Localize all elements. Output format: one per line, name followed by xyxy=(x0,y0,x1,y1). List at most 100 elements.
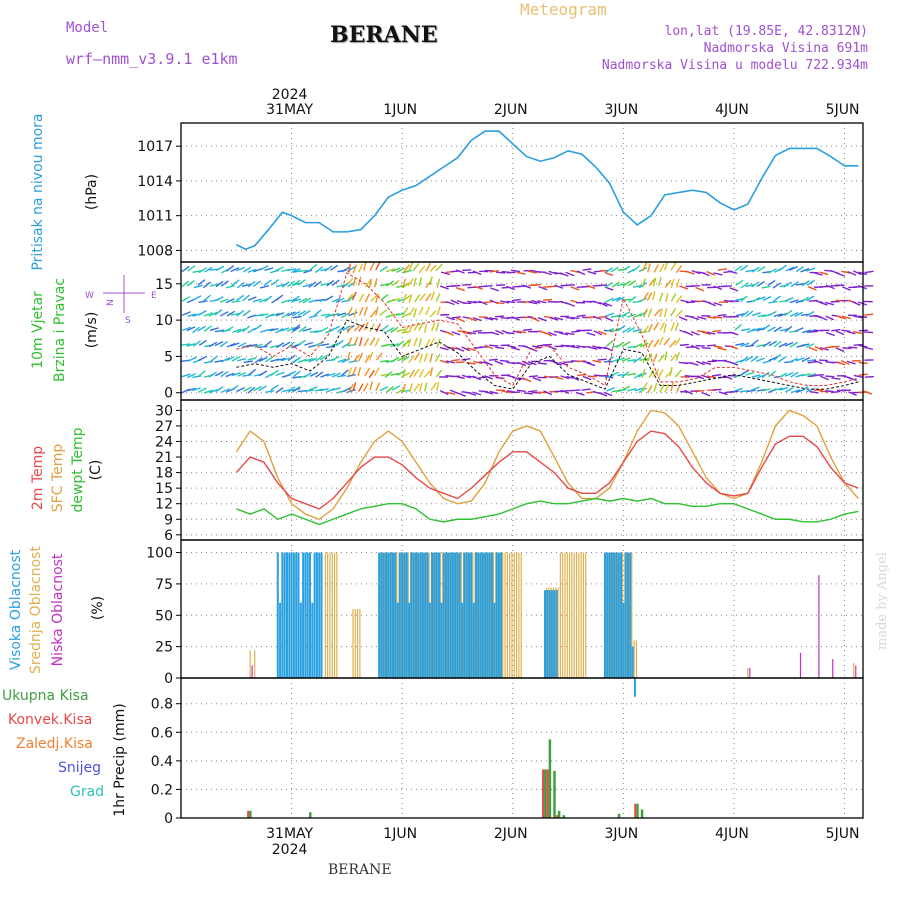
wind-arrow xyxy=(352,382,357,392)
wind-arrow xyxy=(517,330,527,334)
wind-arrow xyxy=(808,330,818,333)
wind-arrow xyxy=(729,331,739,336)
wind-arrow xyxy=(615,357,625,362)
wind-arrow xyxy=(302,327,312,332)
wind-arrow xyxy=(814,345,824,351)
precip-total-bar xyxy=(309,812,312,818)
wind-arrow xyxy=(236,281,245,289)
wind-arrow xyxy=(408,261,414,271)
wind-arrow xyxy=(659,384,665,393)
wind-arrow xyxy=(489,270,499,273)
wind-arrow xyxy=(841,315,851,320)
wind-arrow xyxy=(565,344,576,348)
wind-arrow xyxy=(679,343,689,347)
wind-arrow xyxy=(269,344,279,349)
wind-arrow xyxy=(291,298,301,303)
wind-arrow xyxy=(192,326,200,334)
wind-arrow xyxy=(419,353,423,364)
wind-arrow xyxy=(778,312,788,318)
wind-arrow xyxy=(225,326,234,332)
wind-arrow xyxy=(315,355,324,362)
wind-arrow xyxy=(423,352,429,362)
wind-arrow xyxy=(751,374,761,378)
wind-arrow xyxy=(576,314,586,318)
wind-arrow xyxy=(684,389,693,395)
y-tick-label: 0.2 xyxy=(151,782,173,798)
wind-arrow xyxy=(794,327,804,333)
wind-arrow xyxy=(612,389,622,393)
wind-arrow xyxy=(659,292,664,302)
wind-arrow xyxy=(449,389,459,395)
wind-arrow xyxy=(353,336,359,346)
wind-arrow xyxy=(717,268,727,271)
wind-arrow xyxy=(592,345,602,350)
wind-arrow xyxy=(402,368,406,379)
wind-arrow xyxy=(396,267,405,273)
wind-arrow xyxy=(489,344,499,347)
wind-arrow xyxy=(364,367,371,377)
wind-arrow xyxy=(756,280,765,287)
wind-arrow xyxy=(768,340,778,347)
wind-arrow xyxy=(603,302,613,307)
wind-arrow xyxy=(691,269,701,275)
wind-arrow xyxy=(391,267,401,272)
wind-arrow xyxy=(543,298,553,301)
wind-arrow xyxy=(706,344,716,347)
wind-arrow xyxy=(450,299,460,305)
wind-arrow xyxy=(713,345,723,349)
wind-arrow xyxy=(402,293,407,303)
wind-arrow xyxy=(252,280,262,287)
wind-arrow xyxy=(455,347,465,352)
wind-arrow xyxy=(610,266,619,273)
t2m-line xyxy=(235,430,859,510)
wind-arrow xyxy=(700,271,710,277)
wind-arrow xyxy=(375,352,383,361)
wind-arrow xyxy=(831,390,841,394)
wind-arrow xyxy=(542,343,552,346)
wind-arrow xyxy=(632,284,643,288)
wind-arrow xyxy=(750,339,759,347)
wind-arrow xyxy=(198,339,207,346)
wind-arrow xyxy=(605,312,615,317)
wind-arrow xyxy=(659,322,666,331)
wind-arrow xyxy=(236,386,245,393)
wind-arrow xyxy=(641,368,646,378)
wind-arrow xyxy=(606,339,614,347)
wind-arrow xyxy=(825,331,835,337)
wind-arrow xyxy=(729,361,739,366)
wind-arrow xyxy=(734,323,743,331)
wind-arrow xyxy=(302,309,311,317)
wind-arrow xyxy=(368,351,374,361)
wind-arrow xyxy=(773,387,783,391)
wind-arrow xyxy=(597,330,607,336)
wind-arrow xyxy=(547,285,557,288)
wind-arrow xyxy=(348,263,352,273)
wind-arrow xyxy=(778,386,788,391)
wind-arrow xyxy=(351,291,357,301)
wind-arrow xyxy=(258,298,268,303)
wind-arrow xyxy=(186,326,196,332)
wind-arrow xyxy=(570,345,580,349)
wind-arrow xyxy=(208,341,218,348)
wind-arrow xyxy=(592,300,602,305)
wind-arrow xyxy=(214,329,225,333)
y-tick-label: 1011 xyxy=(137,209,173,225)
wind-arrow xyxy=(835,330,845,336)
wind-arrow xyxy=(375,382,381,392)
wind-arrow xyxy=(304,389,314,392)
wind-arrow xyxy=(778,372,788,378)
wind-arrow xyxy=(628,280,637,287)
wind-arrow xyxy=(347,307,353,316)
wind-arrow xyxy=(270,269,280,274)
wind-arrow xyxy=(696,360,705,366)
wind-arrow xyxy=(291,295,300,302)
wind-arrow xyxy=(506,271,516,274)
wind-arrow xyxy=(346,324,353,334)
wind-arrow xyxy=(800,268,810,273)
wind-arrow xyxy=(473,285,483,290)
wind-arrow xyxy=(373,278,378,288)
wind-arrow xyxy=(632,328,642,333)
wind-arrow xyxy=(386,280,395,287)
wind-arrow xyxy=(478,300,488,306)
wind-arrow xyxy=(462,283,472,286)
